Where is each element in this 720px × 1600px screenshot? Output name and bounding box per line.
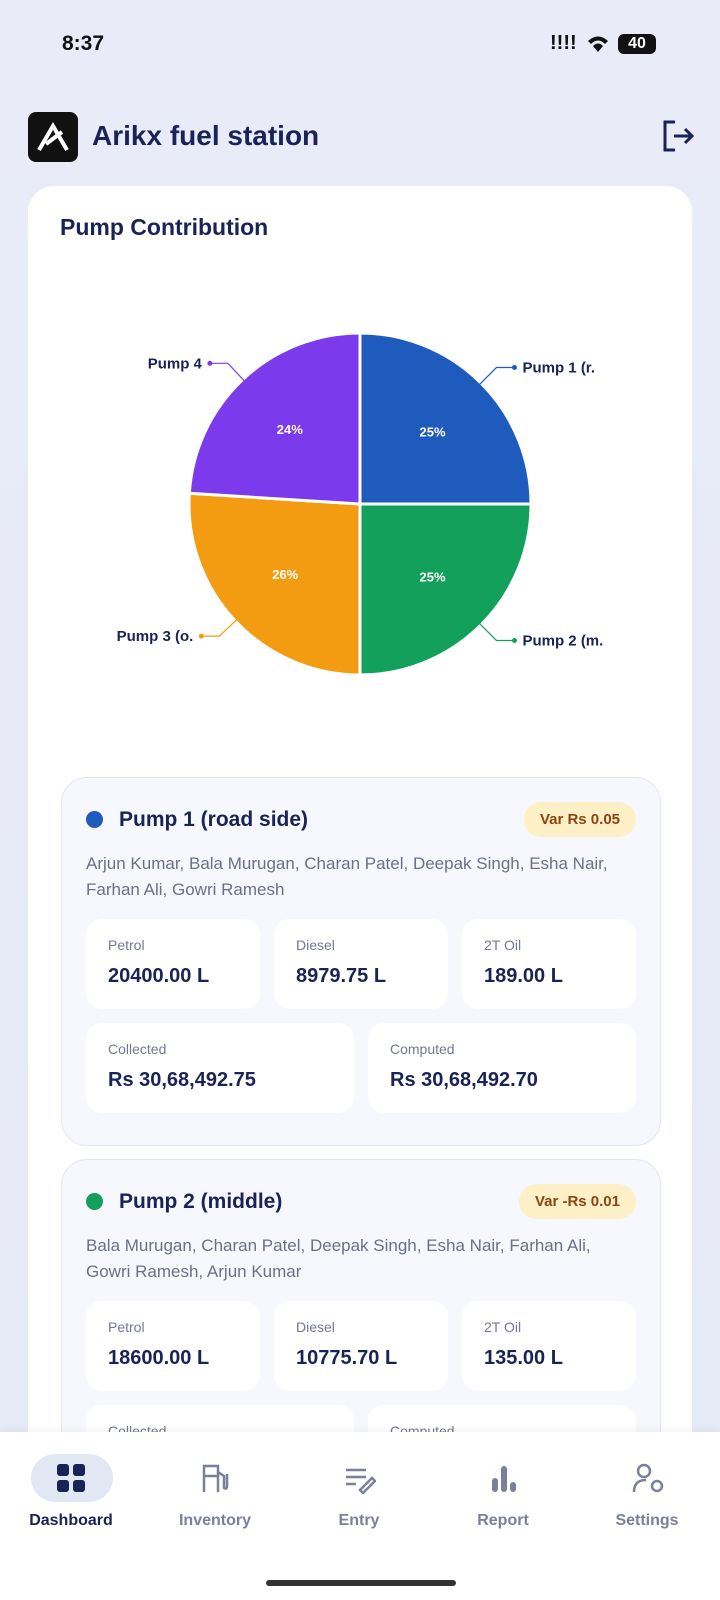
nav-item[interactable]: Settings (615, 1512, 679, 1529)
total-stat: Collected Rs 30,68,492.75 (86, 1023, 354, 1113)
leader-line (201, 617, 239, 637)
chart-title: Pump Contribution (60, 214, 269, 240)
status-time: 8:37 (62, 32, 105, 55)
stat-value: 10775.70 L (296, 1347, 398, 1369)
pie-slice (187, 491, 362, 677)
operators: Bala Murugan, Charan Patel, Deepak Singh… (86, 1236, 591, 1281)
pie-slice (187, 331, 362, 506)
nav-item[interactable]: Entry (338, 1512, 380, 1529)
stat-value: 189.00 L (484, 965, 563, 987)
stat-value: Rs 30,68,492.75 (108, 1069, 256, 1091)
stat-label: Computed (390, 1041, 455, 1057)
logo (28, 112, 78, 162)
leader-line (209, 362, 247, 383)
leader-dot (511, 365, 517, 371)
stat-label: Diesel (296, 1319, 335, 1335)
pump-dot (86, 811, 103, 828)
stat-label: 2T Oil (484, 937, 522, 953)
wifi-icon (588, 36, 608, 52)
total-stat: Computed Rs 30,68,492.70 (368, 1023, 636, 1113)
inventory-icon (202, 1464, 229, 1492)
pump-header: Pump 2 (middle) Var -Rs 0.01 (86, 1184, 636, 1219)
pie-chart: 25% Pump 1 (r. 25% Pump 2 (m. 26% Pump 3 (o. 2… (117, 331, 603, 677)
nav-item[interactable]: Dashboard (29, 1512, 113, 1529)
variance-badge: Var Rs 0.05 (523, 802, 636, 837)
report-icon (492, 1466, 516, 1492)
fuel-stat: Petrol 18600.00 L (86, 1301, 260, 1391)
app-title: Arikx fuel station (92, 120, 320, 151)
home-indicator (266, 1580, 456, 1586)
slice-label: 25% (420, 424, 446, 439)
slice-category: Pump 3 (o. (117, 628, 194, 645)
fuel-stat: Diesel 10775.70 L (274, 1301, 448, 1391)
slice-label: 26% (272, 567, 298, 582)
fuel-stat: Petrol 20400.00 L (86, 919, 260, 1009)
total-stat-row: Collected Rs 30,68,492.75 Computed Rs 30,68… (86, 1023, 636, 1113)
fuel-stat: 2T Oil 135.00 L (462, 1301, 636, 1391)
variance-badge: Var -Rs 0.01 (518, 1184, 636, 1219)
pump-header: Pump 1 (road side) Var Rs 0.05 (86, 802, 636, 837)
pie-slice (358, 502, 533, 677)
slice-label: 24% (277, 422, 303, 437)
pie-slice (358, 331, 533, 506)
leader-dot (511, 637, 517, 643)
stat-label: Collected (108, 1041, 167, 1057)
leader-dot (198, 633, 204, 639)
pump-name: Pump 1 (road side) (119, 807, 309, 831)
slice-label: 25% (420, 570, 446, 585)
stat-label: Petrol (108, 937, 145, 953)
stat-value: 18600.00 L (108, 1347, 210, 1369)
battery: 40 (618, 34, 656, 54)
bottom-nav: Dashboard Inventory Entry Report Settings (0, 1432, 720, 1600)
leader-line (477, 366, 515, 387)
leader-line (477, 621, 515, 642)
operators: Arjun Kumar, Bala Murugan, Charan Patel,… (86, 854, 608, 899)
fuel-stat-row: Petrol 18600.00 L Diesel 10775.70 L 2T Oil 13… (86, 1301, 636, 1391)
nav-item[interactable]: Inventory (178, 1512, 251, 1529)
dashboard-icon (57, 1464, 85, 1492)
stat-label: Petrol (108, 1319, 145, 1335)
pump-name: Pump 2 (middle) (119, 1189, 283, 1213)
slice-category: Pump 2 (m. (522, 632, 603, 649)
active-pill (31, 1454, 113, 1502)
nav-item[interactable]: Report (477, 1512, 529, 1529)
leader-dot (207, 360, 213, 366)
stat-value: 8979.75 L (296, 965, 387, 987)
entry-icon (346, 1468, 376, 1494)
stat-value: 135.00 L (484, 1347, 563, 1369)
fuel-stat: 2T Oil 189.00 L (462, 919, 636, 1009)
stat-value: Rs 30,68,492.70 (390, 1069, 538, 1091)
pump-card: Pump 1 (road side) Var Rs 0.05 Arjun Kumar… (61, 777, 661, 1146)
stat-value: 20400.00 L (108, 965, 210, 987)
slice-category: Pump 1 (r. (522, 360, 595, 377)
logout-button[interactable] (660, 118, 696, 154)
stat-label: 2T Oil (484, 1319, 522, 1335)
stat-label: Diesel (296, 937, 335, 953)
signal: !!!! (550, 32, 577, 54)
slice-category: Pump 4 (148, 355, 203, 372)
settings-icon (632, 1463, 664, 1493)
fuel-stat-row: Petrol 20400.00 L Diesel 8979.75 L 2T Oil 189… (86, 919, 636, 1009)
fuel-stat: Diesel 8979.75 L (274, 919, 448, 1009)
pump-dot (86, 1193, 103, 1210)
